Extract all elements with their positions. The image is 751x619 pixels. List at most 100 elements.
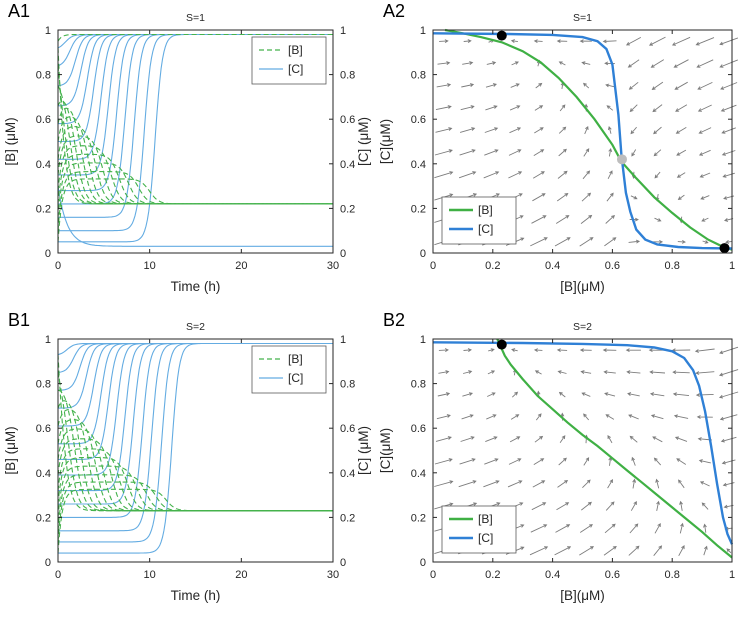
y-tick-label: 0.8 bbox=[411, 379, 426, 391]
panel-b2: B2 0 0.2 0.4 0.6 0.8 1 0 0.2 0.4 0.6 0.8 1 S=2 [B](μM… bbox=[375, 309, 751, 619]
x-tick-label: 20 bbox=[235, 569, 247, 581]
x-tick-label: 10 bbox=[144, 260, 156, 272]
x-tick-label: 10 bbox=[144, 569, 156, 581]
x-axis-label: Time (h) bbox=[171, 279, 221, 294]
plot-box bbox=[432, 338, 733, 563]
x-axis-label: [B](μM) bbox=[560, 279, 605, 294]
panel-a2: A2 0 0.2 0.4 0.6 0.8 1 0 0.2 0.4 0.6 0.8 1 S=1 [B](μM… bbox=[375, 0, 751, 309]
panel-b1: B1 0 10 20 30 0 0 0.2 0.2 0.4 0.4 0.6 0.6 0.8 0.8 1 1 S=… bbox=[0, 309, 375, 619]
nullcline-b bbox=[444, 28, 733, 251]
y-tick-label: 0.2 bbox=[36, 203, 51, 215]
y-tick-label: 0.4 bbox=[411, 159, 426, 171]
axes: 0 10 20 300 00.2 0.20.4 0.40.6 0.60.8 0.81 1S=2Ti… bbox=[3, 321, 371, 603]
x-tick-label: 30 bbox=[327, 569, 339, 581]
y-tick-label: 1 bbox=[420, 334, 426, 346]
y-tick-label: 0.8 bbox=[411, 70, 426, 82]
x-tick-label: 0.4 bbox=[545, 569, 560, 581]
x-tick-label: 1 bbox=[729, 569, 735, 581]
y-tick-label: 0.4 bbox=[36, 159, 51, 171]
y-tick-label: 0.8 bbox=[36, 379, 51, 391]
y-tick-label: 0.2 bbox=[411, 203, 426, 215]
x-tick-label: 0.2 bbox=[485, 260, 500, 272]
y-tick-label: 0 bbox=[420, 557, 426, 569]
x-axis-label: Time (h) bbox=[171, 588, 221, 603]
x-axis-label: [B](μM) bbox=[560, 588, 605, 603]
y-tick-label: 1 bbox=[45, 334, 51, 346]
right-tick-label: 1 bbox=[340, 25, 346, 37]
legend: [B] [C] bbox=[441, 505, 517, 554]
x-tick-label: 1 bbox=[729, 260, 735, 272]
x-tick-label: 30 bbox=[327, 260, 339, 272]
fixed-points bbox=[496, 339, 507, 350]
axes: 0 10 20 300 00.2 0.20.4 0.40.6 0.60.8 0.81 1S=1Ti… bbox=[3, 12, 371, 294]
right-tick-label: 1 bbox=[340, 334, 346, 346]
fixed-point-stable bbox=[496, 30, 507, 41]
x-tick-label: 0.6 bbox=[605, 260, 620, 272]
plot-title: S=2 bbox=[186, 321, 205, 333]
legend: [B] [C] bbox=[251, 345, 327, 394]
y-tick-label: 0.8 bbox=[36, 70, 51, 82]
panel-a1: A1 0 10 20 30 0 0 0.2 0.2 0.4 0.4 0.6 0.6 0.8 0.8 1 1 S=… bbox=[0, 0, 375, 309]
legend-label: [C] bbox=[288, 371, 303, 385]
y-tick-label: 0.6 bbox=[36, 423, 51, 435]
x-tick-label: 0 bbox=[430, 569, 436, 581]
y-tick-label: 0.2 bbox=[411, 512, 426, 524]
y-tick-label: 0.6 bbox=[36, 114, 51, 126]
chart-canvas-a2: 0 0.2 0.4 0.6 0.8 1 0 0.2 0.4 0.6 0.8 1 S=1 [B](μM) [C… bbox=[378, 12, 739, 294]
y-tick-label: 0.4 bbox=[411, 468, 426, 480]
right-tick-label: 0.2 bbox=[340, 203, 355, 215]
plot-title: S=2 bbox=[573, 321, 592, 333]
y-tick-label: 0 bbox=[45, 557, 51, 569]
nullcline-c bbox=[432, 341, 734, 545]
plot-box bbox=[432, 29, 733, 254]
y-tick-label: 0.6 bbox=[411, 423, 426, 435]
right-tick-label: 0.6 bbox=[340, 114, 355, 126]
legend-label: [C] bbox=[288, 62, 303, 76]
legend: [B] [C] bbox=[251, 36, 327, 85]
y-tick-label: 0 bbox=[420, 248, 426, 260]
y-axis-label: [B] (μM) bbox=[3, 426, 18, 474]
legend: [B] [C] bbox=[441, 196, 517, 245]
legend-label: [B] bbox=[478, 512, 493, 526]
right-tick-label: 0.4 bbox=[340, 159, 355, 171]
fixed-point-unstable bbox=[616, 154, 627, 165]
y-tick-label: 0 bbox=[45, 248, 51, 260]
fixed-point-stable bbox=[719, 243, 730, 254]
y-tick-label: 0.6 bbox=[411, 114, 426, 126]
x-tick-label: 0 bbox=[55, 260, 61, 272]
right-tick-label: 0.8 bbox=[340, 379, 355, 391]
axes: 0 0.2 0.4 0.6 0.8 1 0 0.2 0.4 0.6 0.8 1 S=1 [B](μM) [C… bbox=[378, 12, 735, 294]
legend-label: [B] bbox=[288, 43, 303, 57]
right-y-axis-label: [C] (μM) bbox=[356, 426, 371, 475]
plot-box bbox=[57, 338, 334, 563]
x-tick-label: 0.8 bbox=[665, 569, 680, 581]
legend-label: [B] bbox=[478, 203, 493, 217]
x-tick-label: 20 bbox=[235, 260, 247, 272]
legend-label: [C] bbox=[478, 531, 493, 545]
panel-label-b1: B1 bbox=[8, 310, 31, 330]
y-tick-label: 0.4 bbox=[36, 468, 51, 480]
y-tick-label: 1 bbox=[45, 25, 51, 37]
x-tick-label: 0.2 bbox=[485, 569, 500, 581]
right-tick-label: 0.4 bbox=[340, 468, 355, 480]
y-axis-label: [C](μM) bbox=[378, 119, 393, 164]
panel-label-a2: A2 bbox=[383, 1, 406, 21]
x-tick-label: 0.4 bbox=[545, 260, 560, 272]
chart-canvas-b1: 0 10 20 300 00.2 0.20.4 0.40.6 0.60.8 0.81 1S=2Ti… bbox=[3, 321, 371, 603]
fixed-point-stable bbox=[496, 339, 507, 350]
trajectories-c bbox=[57, 342, 333, 554]
panel-label-a1: A1 bbox=[8, 1, 31, 21]
right-tick-label: 0.6 bbox=[340, 423, 355, 435]
x-tick-label: 0 bbox=[430, 260, 436, 272]
plot-title: S=1 bbox=[573, 12, 592, 24]
right-tick-label: 0 bbox=[340, 248, 346, 260]
legend-label: [C] bbox=[478, 222, 493, 236]
right-tick-label: 0 bbox=[340, 557, 346, 569]
trajectories-b bbox=[57, 354, 333, 554]
right-y-axis-label: [C] (μM) bbox=[356, 117, 371, 166]
x-tick-label: 0.8 bbox=[665, 260, 680, 272]
right-tick-label: 0.2 bbox=[340, 512, 355, 524]
fixed-points bbox=[496, 30, 730, 254]
axes: 0 0.2 0.4 0.6 0.8 1 0 0.2 0.4 0.6 0.8 1 S=2 [B](μM) [C… bbox=[378, 321, 735, 603]
